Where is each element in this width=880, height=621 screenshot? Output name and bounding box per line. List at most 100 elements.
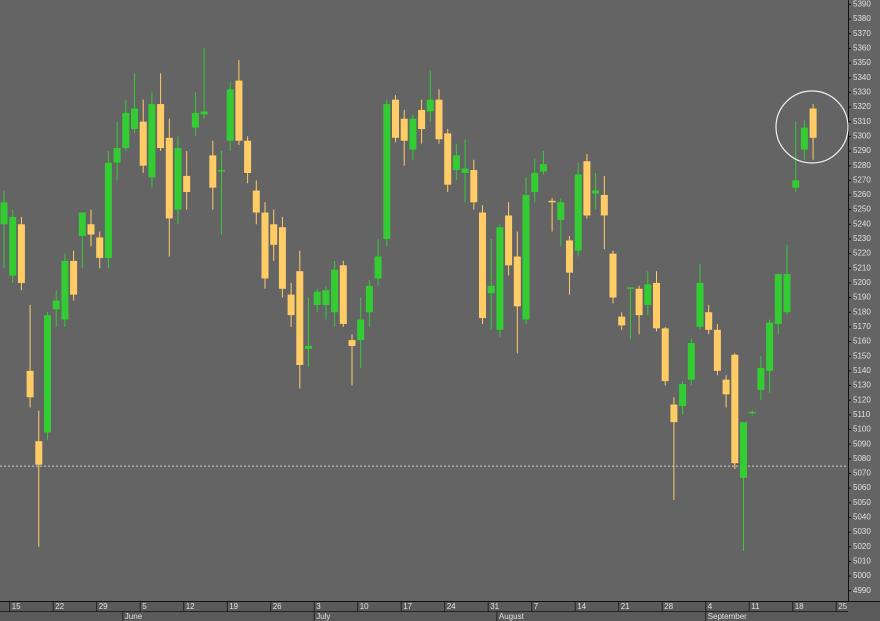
candle-body [104, 162, 112, 258]
candle-body [96, 237, 104, 258]
candle-body [409, 118, 417, 150]
candle-body [331, 269, 339, 313]
x-tick-label: 12 [186, 602, 195, 611]
candle-body [305, 345, 312, 349]
month-label: August [499, 612, 525, 621]
candle-body [609, 253, 617, 298]
candle-body [35, 441, 43, 465]
candle-body [183, 175, 191, 193]
x-tick-label: 21 [621, 602, 630, 611]
candle-body [400, 118, 408, 141]
highlight-circle [775, 90, 849, 164]
candle-body [731, 354, 739, 464]
y-tick-label: 5330 [853, 87, 871, 96]
x-tick-label: 31 [490, 602, 499, 611]
candle-body [653, 282, 660, 329]
candle-body [444, 133, 452, 185]
x-tick-label: 19 [229, 602, 238, 611]
candle-body [139, 121, 147, 166]
x-tick-label: 26 [273, 602, 282, 611]
candle-body [505, 215, 513, 266]
y-tick-label: 5120 [853, 395, 871, 404]
y-tick-label: 5180 [853, 307, 871, 316]
candle-body [539, 164, 547, 172]
y-tick-label: 5060 [853, 483, 871, 492]
candle-body [600, 194, 608, 216]
x-tick-label: 4 [708, 602, 713, 611]
y-tick-label: 5350 [853, 58, 871, 67]
candle-body [670, 404, 678, 423]
candle-body [705, 312, 713, 330]
candle-body [635, 288, 643, 316]
candle-body [357, 319, 365, 341]
x-tick-label: 11 [751, 602, 760, 611]
candle-body [374, 256, 382, 279]
candle-body [348, 340, 356, 346]
candle-body [278, 227, 286, 289]
x-tick-label: 15 [12, 602, 21, 611]
y-tick-label: 5090 [853, 439, 871, 448]
candle-body [792, 180, 800, 188]
candle-body [44, 315, 51, 433]
candle-body [113, 148, 121, 163]
candle-body [87, 224, 95, 235]
y-tick-label: 5210 [853, 263, 871, 272]
x-tick-label: 17 [403, 602, 412, 611]
candle-body [679, 384, 687, 407]
candle-body [26, 370, 34, 398]
candle-body [774, 274, 782, 324]
candle-body [757, 367, 765, 390]
candle-body [626, 287, 634, 289]
y-tick-label: 5390 [853, 0, 871, 9]
candle-body [226, 89, 234, 141]
y-tick-label: 5310 [853, 117, 871, 126]
candle-body [513, 256, 521, 307]
candle-body [70, 260, 78, 295]
month-label: July [316, 612, 330, 621]
y-tick-label: 5270 [853, 175, 871, 184]
candle-body [122, 112, 130, 149]
y-tick-label: 4990 [853, 586, 871, 595]
candle-body [644, 284, 652, 305]
y-tick-label: 5080 [853, 454, 871, 463]
y-tick-label: 5220 [853, 249, 871, 258]
candle-body [783, 274, 791, 313]
x-tick-label: 3 [316, 602, 321, 611]
y-tick-label: 5380 [853, 14, 871, 23]
x-tick-label: 25 [838, 602, 847, 611]
candle-body [592, 190, 600, 194]
candle-body [470, 170, 478, 203]
y-tick-label: 5260 [853, 190, 871, 199]
candle-body [383, 104, 391, 239]
y-tick-label: 5340 [853, 73, 871, 82]
candle-body [365, 285, 373, 313]
candle-body [200, 111, 208, 115]
y-tick-label: 5030 [853, 527, 871, 536]
x-tick-label: 22 [55, 602, 64, 611]
y-tick-label: 5070 [853, 469, 871, 478]
candle-body [209, 155, 217, 188]
y-tick-label: 5370 [853, 29, 871, 38]
candle-body [418, 109, 426, 129]
candle-body [713, 329, 721, 371]
x-tick-label: 10 [360, 602, 369, 611]
x-tick-label: 24 [447, 602, 456, 611]
candle-body [748, 411, 756, 414]
month-label: June [125, 612, 143, 621]
candle-body [287, 294, 295, 316]
candle-body [131, 108, 138, 129]
candle-body [270, 224, 278, 245]
candle-body [252, 190, 260, 213]
candle-body [244, 140, 252, 173]
y-tick-label: 5170 [853, 322, 871, 331]
candle-body [0, 202, 8, 225]
candle-body [235, 80, 243, 141]
candle-body [52, 300, 60, 310]
x-tick-label: 5 [142, 602, 147, 611]
candle-body [174, 148, 182, 210]
y-tick-label: 5000 [853, 571, 871, 580]
candle-body [618, 316, 626, 326]
candle-body [566, 240, 573, 273]
y-tick-label: 5010 [853, 557, 871, 566]
x-tick-label: 29 [99, 602, 108, 611]
